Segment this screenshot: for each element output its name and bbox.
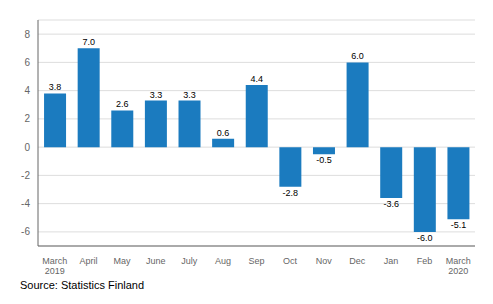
html-text:Source: Statistics Finland: Source: Statistics Finland — [20, 279, 145, 291]
svg-text:0: 0 — [24, 142, 30, 153]
svg-text:-6: -6 — [21, 226, 30, 237]
svg-text:July: July — [181, 256, 198, 266]
svg-text:-4: -4 — [21, 198, 30, 209]
svg-text:June: June — [146, 256, 166, 266]
svg-text:Nov: Nov — [316, 256, 333, 266]
svg-text:Dec: Dec — [349, 256, 366, 266]
svg-text:Oct: Oct — [283, 256, 298, 266]
svg-text:March2019: March2019 — [42, 256, 67, 276]
svg-text:Aug: Aug — [215, 256, 231, 266]
svg-text:2: 2 — [24, 113, 30, 124]
svg-text:3.3: 3.3 — [150, 90, 163, 100]
svg-text:7.0: 7.0 — [82, 37, 95, 47]
svg-text:Sep: Sep — [248, 256, 264, 266]
svg-text:-6.0: -6.0 — [417, 233, 433, 243]
svg-text:3.3: 3.3 — [183, 90, 196, 100]
svg-text:April: April — [79, 256, 97, 266]
svg-text:2.6: 2.6 — [116, 99, 129, 109]
svg-text:Jan: Jan — [384, 256, 399, 266]
svg-text:-0.5: -0.5 — [316, 155, 332, 165]
svg-text:-5.1: -5.1 — [451, 220, 467, 230]
svg-text:-2.8: -2.8 — [283, 188, 299, 198]
svg-text:4.4: 4.4 — [250, 74, 263, 84]
svg-text:6.0: 6.0 — [351, 51, 364, 61]
svg-text:4: 4 — [24, 85, 30, 96]
svg-text:6: 6 — [24, 57, 30, 68]
svg-text:-2: -2 — [21, 170, 30, 181]
svg-text:3.8: 3.8 — [49, 82, 62, 92]
svg-text:8: 8 — [24, 29, 30, 40]
svg-text:May: May — [114, 256, 132, 266]
svg-text:March2020: March2020 — [446, 256, 471, 276]
svg-text:0.6: 0.6 — [217, 128, 230, 138]
svg-text:Feb: Feb — [417, 256, 433, 266]
svg-text:-3.6: -3.6 — [383, 199, 399, 209]
